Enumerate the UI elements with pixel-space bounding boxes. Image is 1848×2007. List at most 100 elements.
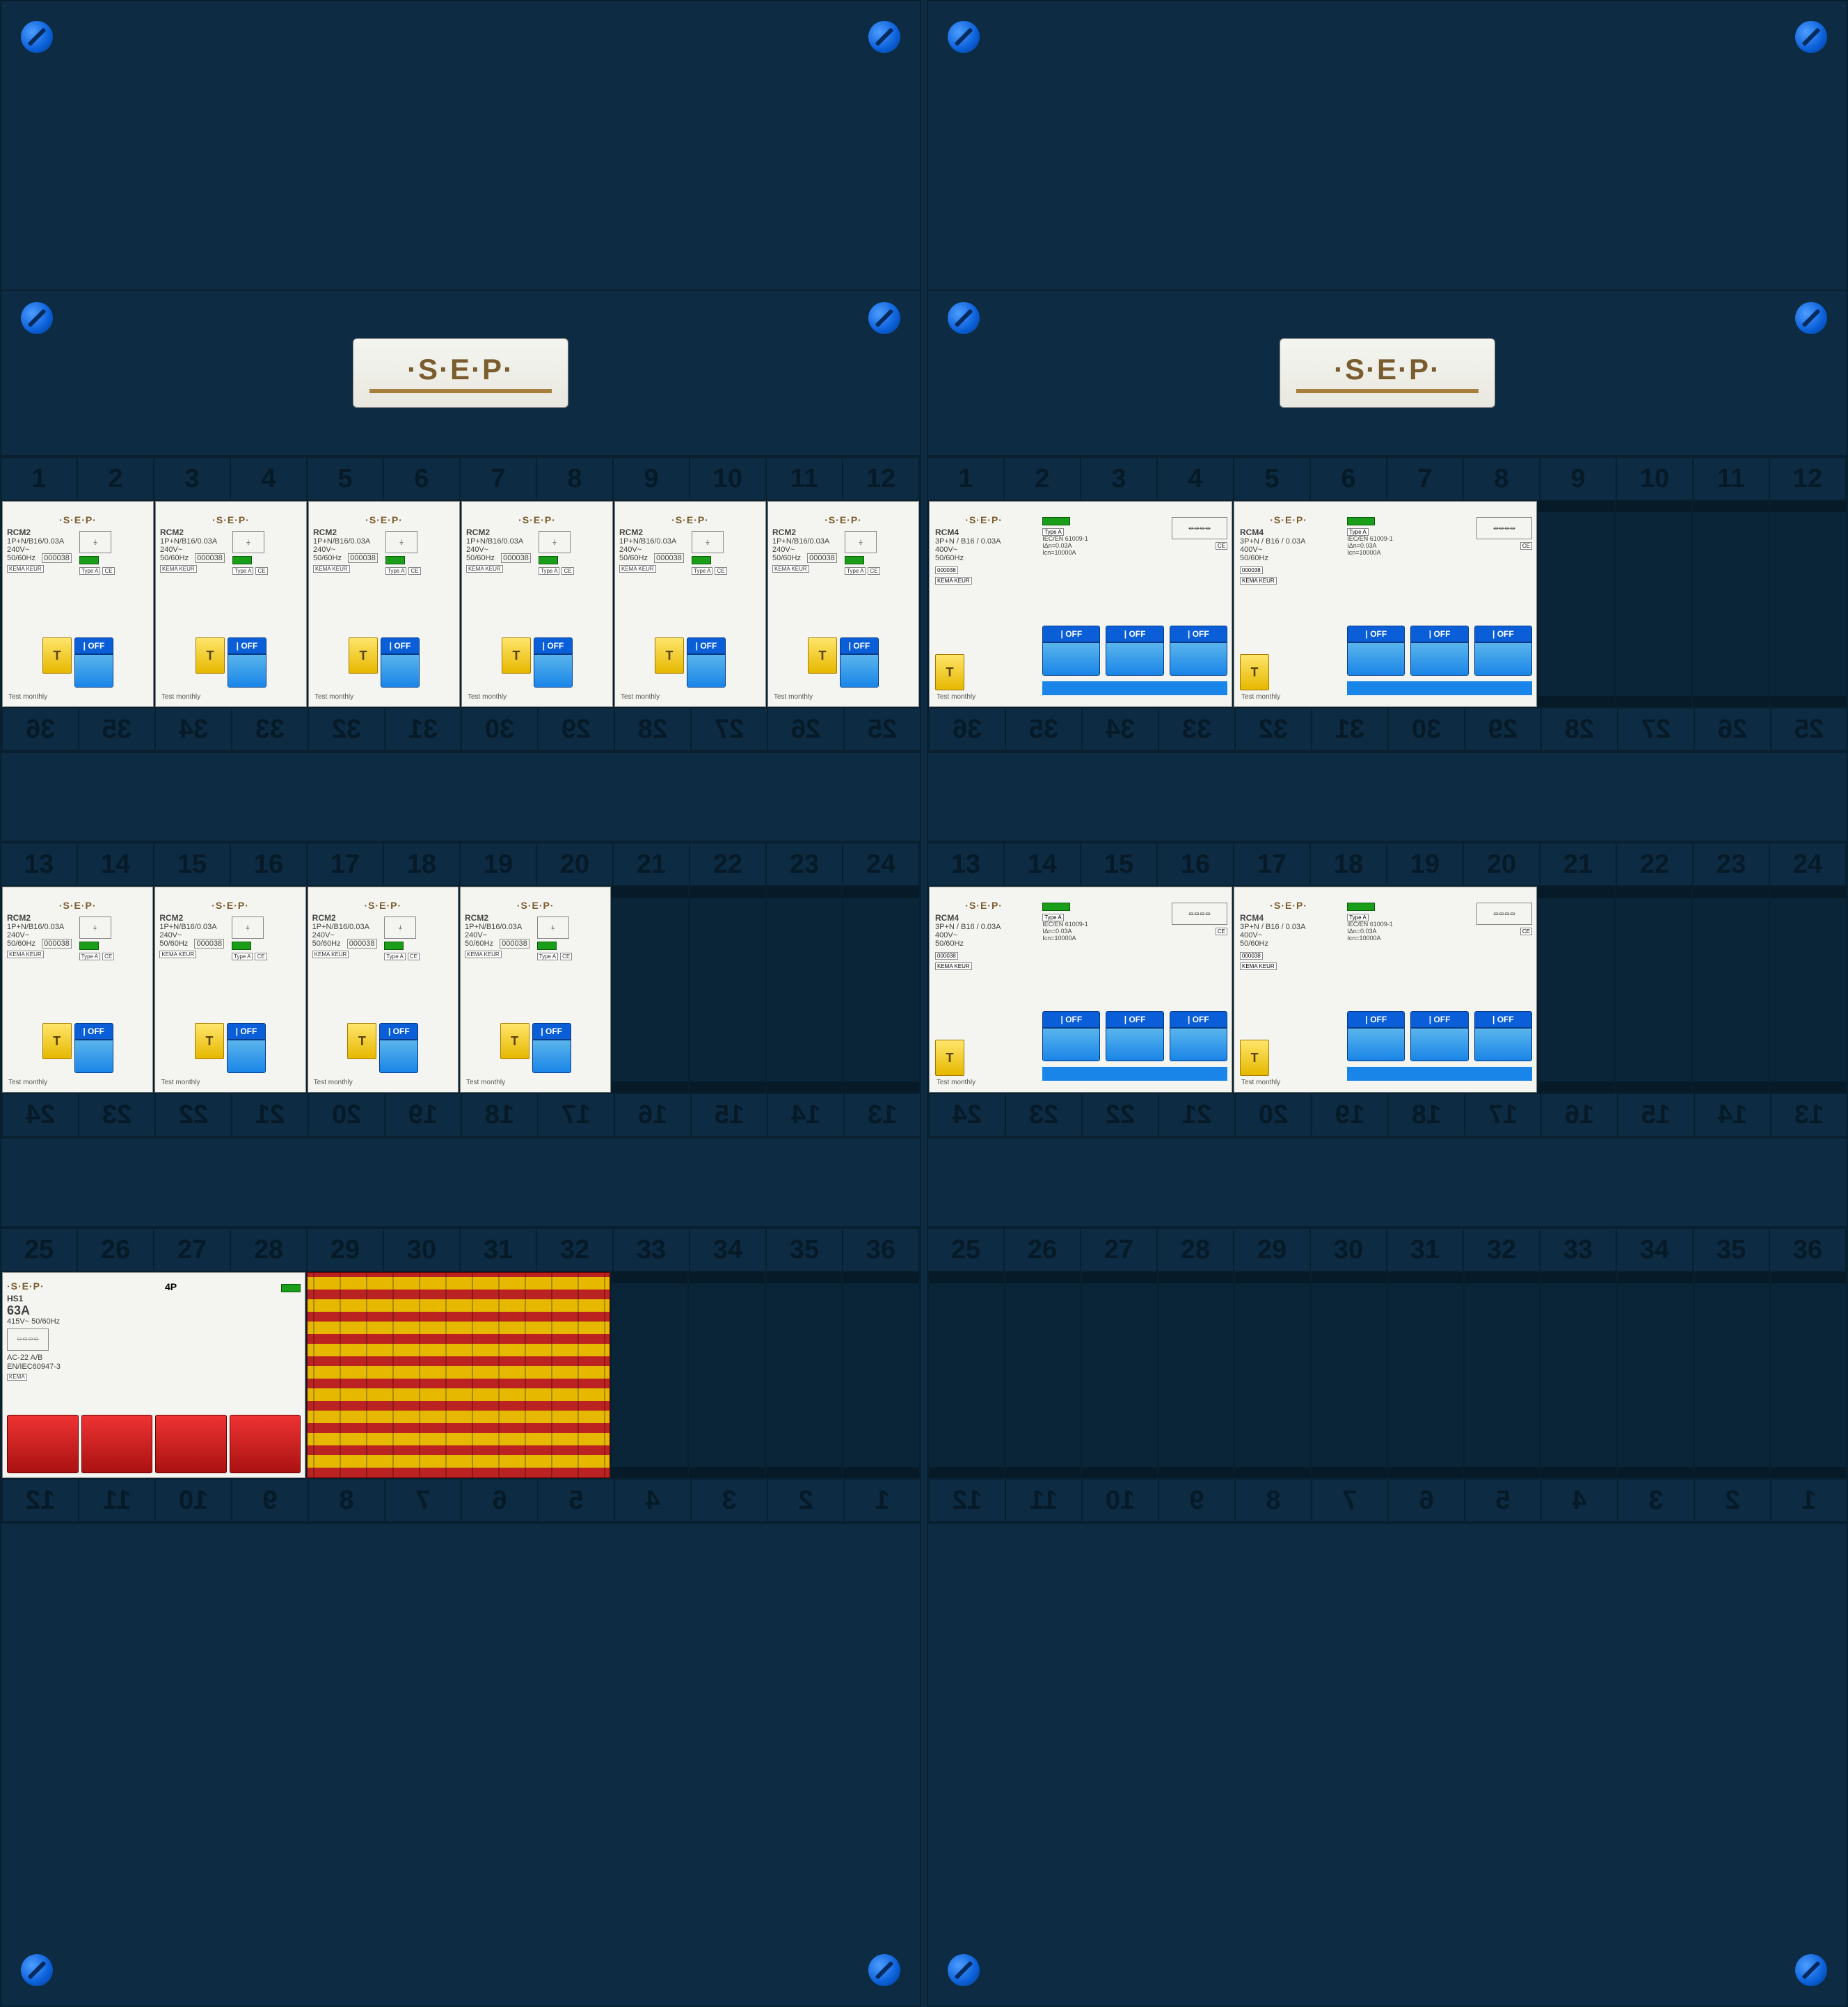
test-button[interactable]: T [502, 637, 531, 674]
slot-number: 36 [928, 708, 1005, 750]
breaker-toggle[interactable]: | OFF [1042, 1011, 1100, 1061]
number-strip-25-36-flip: 363534333231302928272625 [1, 707, 920, 752]
main-toggle[interactable] [155, 1415, 227, 1473]
test-button[interactable]: T [1240, 1040, 1269, 1076]
mid-cover-2 [1, 1137, 920, 1228]
breaker-toggle[interactable]: | OFF [1347, 1011, 1405, 1061]
breaker-toggle[interactable]: | OFF [1410, 1011, 1468, 1061]
slot-number: 36 [1, 708, 78, 750]
status-led [1347, 903, 1375, 911]
rcm2-breaker: ·S·E·P· RCM2 1P+N/B16/0.03A 240V~ 50/60H… [308, 501, 461, 707]
number-strip-1-12-flip: 121110987654321 [928, 1478, 1847, 1523]
slot-number: 4 [614, 1480, 690, 1521]
slot-number: 10 [1617, 458, 1694, 500]
slot-number: 20 [537, 843, 614, 885]
breaker-toggle[interactable]: | OFF [840, 637, 879, 688]
number-strip-13-24-flip: 242322212019181716151413 [928, 1093, 1847, 1137]
breaker-toggle[interactable]: | OFF [1474, 626, 1532, 676]
slot-number: 21 [1540, 843, 1617, 885]
wiring-diagram-icon: ⏚ [845, 531, 877, 553]
main-toggle[interactable] [230, 1415, 301, 1473]
breaker-toggle[interactable]: | OFF [381, 637, 420, 688]
slot-number: 16 [1158, 843, 1234, 885]
empty-slot [611, 1272, 688, 1478]
breaker-toggle[interactable]: | OFF [1170, 1011, 1227, 1061]
test-button[interactable]: T [935, 1040, 964, 1076]
slot-number: 3 [1081, 458, 1158, 500]
slot-number: 1 [843, 1480, 920, 1521]
breaker-toggle[interactable]: | OFF [687, 637, 726, 688]
test-note: Test monthly [7, 690, 149, 701]
slot-number: 16 [1540, 1094, 1617, 1136]
device-specs: RCM2 1P+N/B16/0.03A 240V~ 50/60Hz 000038… [159, 914, 229, 960]
slot-number: 27 [1081, 1229, 1158, 1271]
breaker-toggle[interactable]: | OFF [379, 1023, 418, 1073]
slot-number: 9 [1540, 458, 1617, 500]
device-brand: ·S·E·P· [7, 514, 149, 525]
test-button[interactable]: T [935, 654, 964, 690]
slot-number: 25 [1770, 708, 1847, 750]
slot-number: 33 [1540, 1229, 1617, 1271]
breaker-toggle[interactable]: | OFF [1042, 626, 1100, 676]
slot-number: 14 [767, 1094, 843, 1136]
wiring-diagram-icon: ⏛⏛⏛⏛ [1476, 903, 1532, 925]
slot-number: 9 [231, 1480, 308, 1521]
test-button[interactable]: T [42, 1023, 72, 1059]
empty-slot [1538, 501, 1615, 707]
bus-bar [1347, 1067, 1532, 1081]
slot-number: 1 [1, 458, 78, 500]
status-led [845, 556, 864, 564]
slot-number: 6 [461, 1480, 537, 1521]
test-button[interactable]: T [808, 637, 837, 674]
slot-number: 24 [1770, 843, 1847, 885]
test-note: Test monthly [312, 1076, 454, 1086]
main-toggle[interactable] [81, 1415, 153, 1473]
rcm2-breaker: ·S·E·P· RCM2 1P+N/B16/0.03A 240V~ 50/60H… [1, 887, 154, 1093]
slot-number: 8 [1234, 1480, 1311, 1521]
slot-number: 6 [1387, 1480, 1464, 1521]
breaker-toggle[interactable]: | OFF [1474, 1011, 1532, 1061]
slot-number: 33 [614, 1229, 690, 1271]
slot-number: 31 [1387, 1229, 1464, 1271]
slot-number: 3 [154, 458, 231, 500]
slot-number: 18 [384, 843, 461, 885]
mid-cover [1, 752, 920, 842]
slot-number: 19 [1387, 843, 1464, 885]
rcm2-breaker: ·S·E·P· RCM2 1P+N/B16/0.03A 240V~ 50/60H… [461, 501, 614, 707]
breaker-toggle[interactable]: | OFF [1410, 626, 1468, 676]
empty-slot [765, 1272, 843, 1478]
breaker-toggle[interactable]: | OFF [228, 637, 266, 688]
device-specs: RCM2 1P+N/B16/0.03A 240V~ 50/60Hz 000038… [160, 528, 230, 575]
breaker-toggle[interactable]: | OFF [74, 1023, 113, 1073]
slot-number: 29 [1464, 708, 1540, 750]
breaker-toggle[interactable]: | OFF [1170, 626, 1227, 676]
breaker-toggle[interactable]: | OFF [227, 1023, 266, 1073]
breaker-toggle[interactable]: | OFF [1106, 626, 1163, 676]
test-button[interactable]: T [655, 637, 684, 674]
test-button[interactable]: T [195, 1023, 224, 1059]
number-strip-1-12: 123456789101112 [1, 457, 920, 501]
hs1-main-switch: ·S·E·P· HS1 63A 415V~ 50/60Hz ⏛⏛⏛⏛ AC-22… [1, 1272, 306, 1478]
slot-number: 17 [1464, 1094, 1540, 1136]
breaker-toggle[interactable]: | OFF [1347, 626, 1405, 676]
breaker-toggle[interactable]: | OFF [534, 637, 573, 688]
device-specs: RCM2 1P+N/B16/0.03A 240V~ 50/60Hz 000038… [772, 528, 842, 575]
test-note: Test monthly [313, 690, 455, 701]
slot-number: 12 [928, 1480, 1005, 1521]
breaker-toggle[interactable]: | OFF [74, 637, 113, 688]
main-toggle[interactable] [7, 1415, 79, 1473]
device-specs: RCM2 1P+N/B16/0.03A 240V~ 50/60Hz 000038… [7, 914, 77, 960]
test-button[interactable]: T [349, 637, 378, 674]
test-button[interactable]: T [1240, 654, 1269, 690]
test-button[interactable]: T [347, 1023, 376, 1059]
test-button[interactable]: T [500, 1023, 529, 1059]
breaker-toggle[interactable]: | OFF [532, 1023, 571, 1073]
breaker-toggle[interactable]: | OFF [1106, 1011, 1163, 1061]
device-cert: Type A IEC/EN 61009-1IΔn=0.03AIcn=10000A [1042, 900, 1088, 942]
bus-bar [1042, 1067, 1227, 1081]
test-button[interactable]: T [42, 637, 72, 674]
slot-number: 30 [1311, 1229, 1387, 1271]
din-row-3: ·S·E·P· HS1 63A 415V~ 50/60Hz ⏛⏛⏛⏛ AC-22… [1, 1272, 920, 1478]
test-button[interactable]: T [196, 637, 225, 674]
wiring-diagram-icon: ⏚ [384, 917, 416, 939]
